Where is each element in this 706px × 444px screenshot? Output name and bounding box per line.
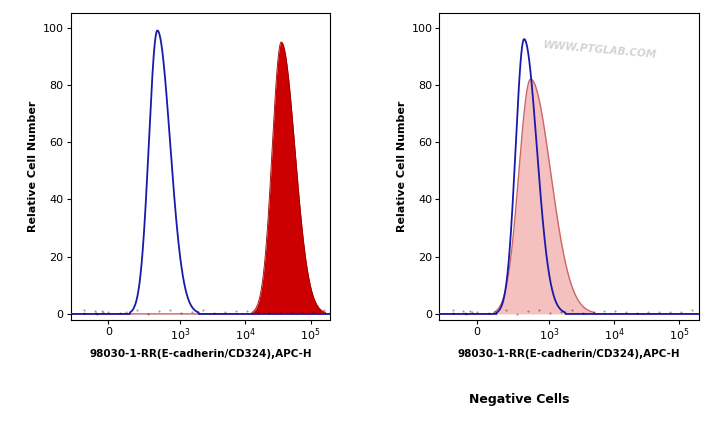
X-axis label: 98030-1-RR(E-cadherin/CD324),APC-H: 98030-1-RR(E-cadherin/CD324),APC-H [457, 349, 681, 359]
Text: Negative Cells: Negative Cells [469, 393, 569, 406]
Y-axis label: Relative Cell Number: Relative Cell Number [28, 101, 39, 232]
Y-axis label: Relative Cell Number: Relative Cell Number [397, 101, 407, 232]
Text: WWW.PTGLAB.COM: WWW.PTGLAB.COM [543, 40, 657, 60]
X-axis label: 98030-1-RR(E-cadherin/CD324),APC-H: 98030-1-RR(E-cadherin/CD324),APC-H [89, 349, 312, 359]
